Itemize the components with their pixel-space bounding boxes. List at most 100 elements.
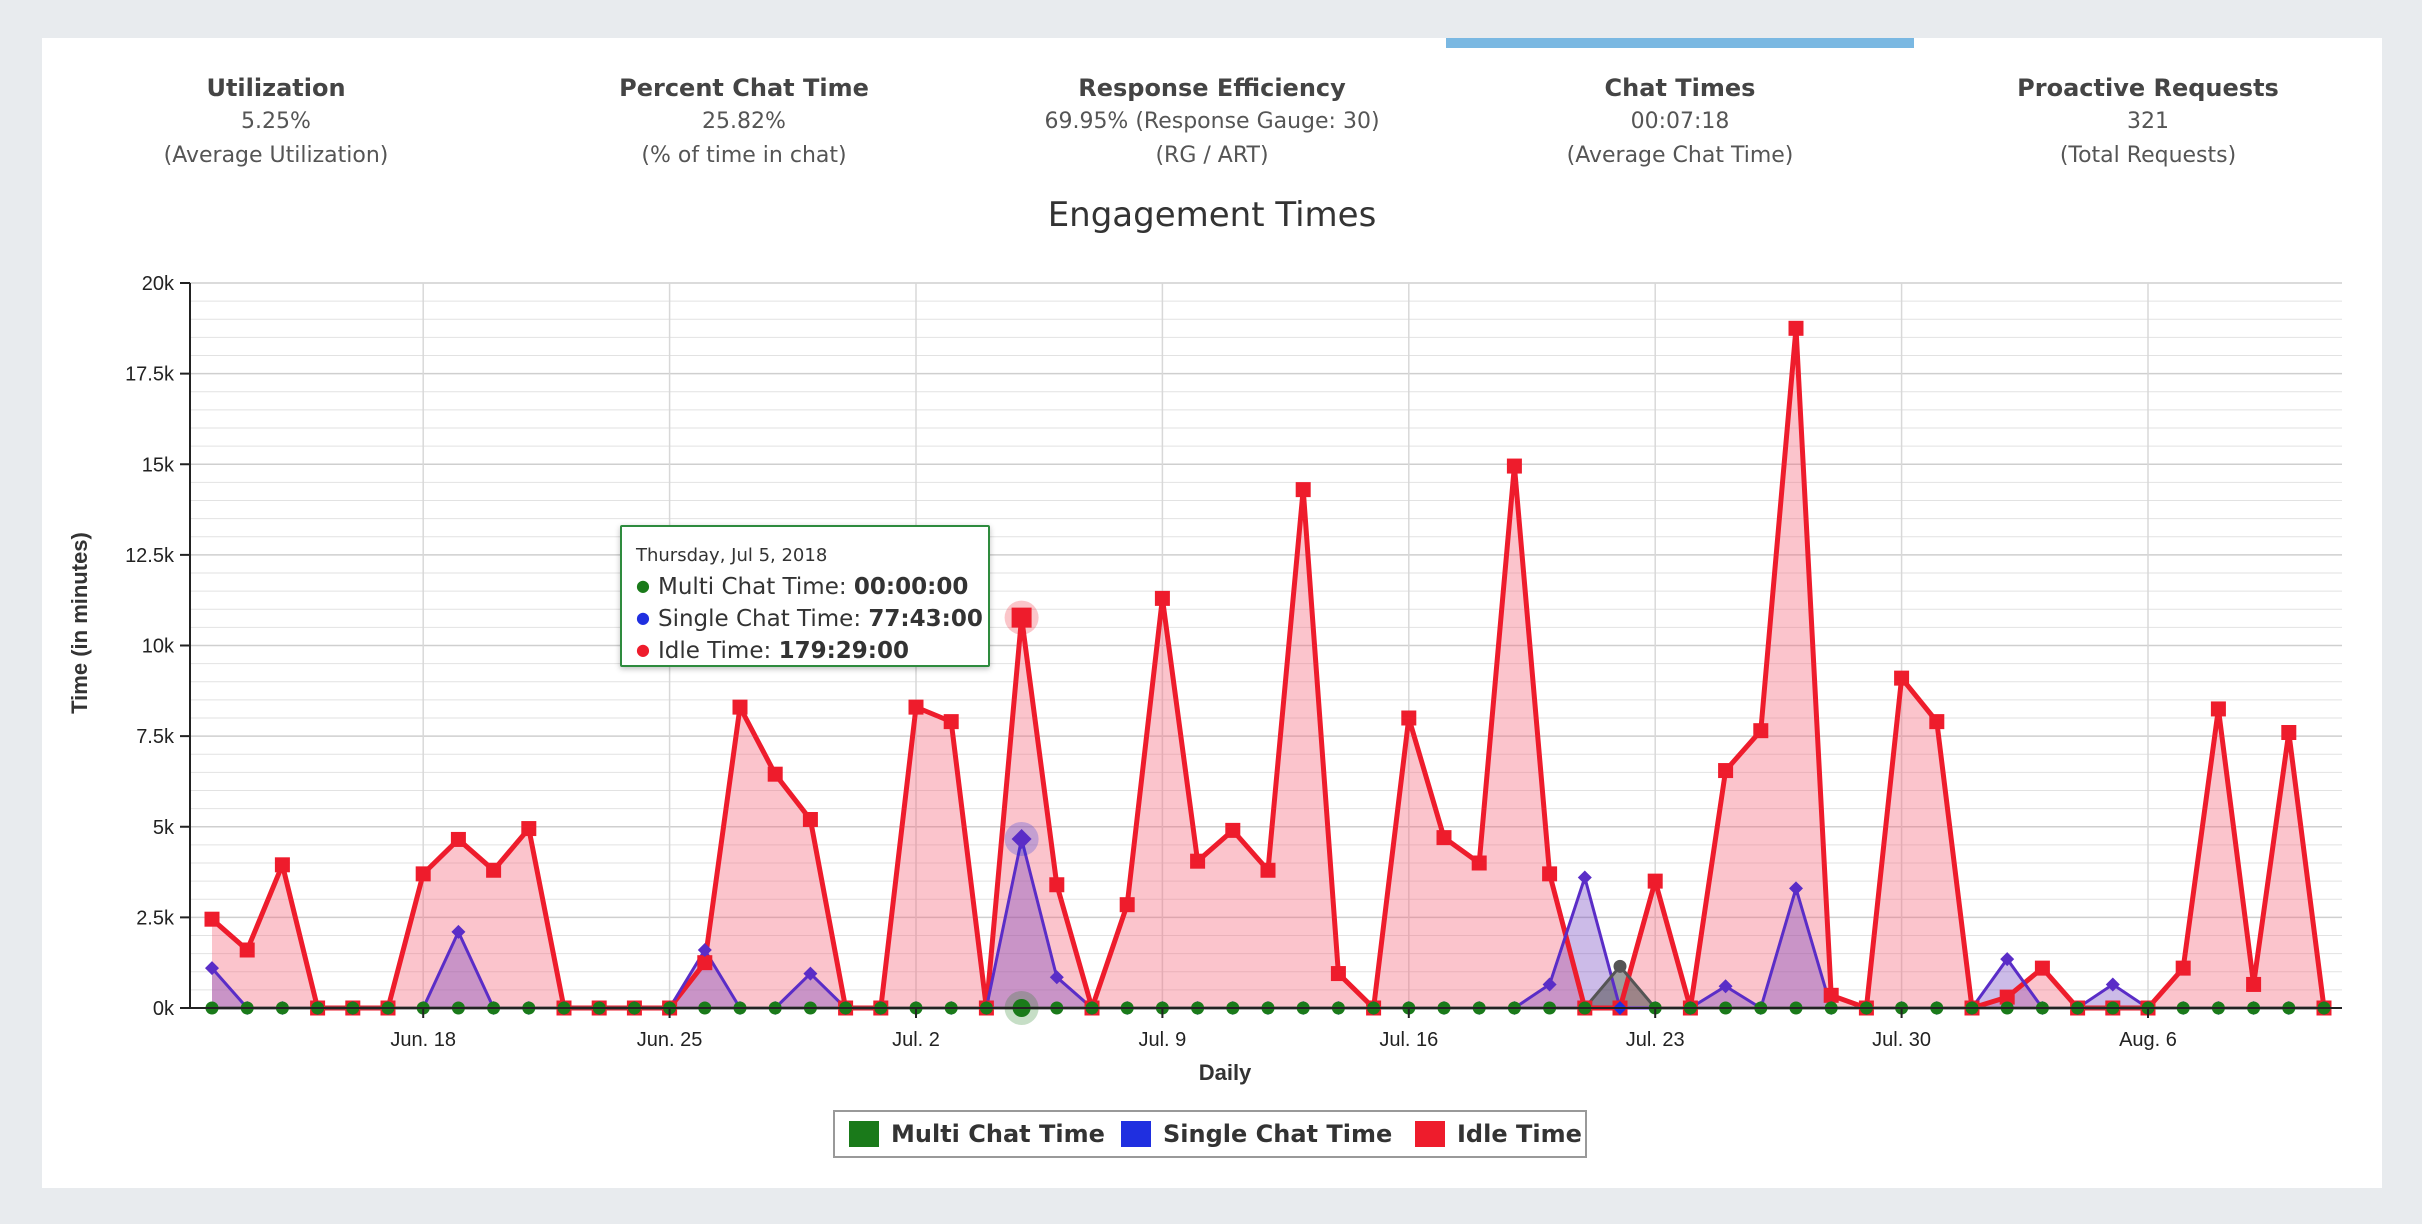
kpi-card-response-efficiency[interactable]: Response Efficiency 69.95% (Response Gaug… <box>978 38 1446 178</box>
point-idle-time[interactable] <box>1471 855 1487 871</box>
kpi-card-utilization[interactable]: Utilization 5.25% (Average Utilization) <box>42 38 510 178</box>
y-tick-label: 20k <box>142 273 175 295</box>
kpi-subtitle: (% of time in chat) <box>641 143 847 168</box>
point-multi-chat-time[interactable] <box>1613 959 1627 973</box>
point-idle-time[interactable] <box>521 821 537 837</box>
point-idle-time[interactable] <box>2210 701 2226 717</box>
kpi-value: 5.25% <box>241 109 311 134</box>
point-idle-time[interactable] <box>2246 976 2262 992</box>
point-idle-time[interactable] <box>1542 866 1558 882</box>
point-single-chat-time[interactable] <box>1542 977 1557 992</box>
point-idle-time[interactable] <box>274 857 290 873</box>
point-idle-time[interactable] <box>239 942 255 958</box>
point-idle-time[interactable] <box>908 699 924 715</box>
point-idle-time[interactable] <box>486 862 502 878</box>
chart-areas <box>212 328 2324 1008</box>
point-idle-time[interactable] <box>2281 725 2297 740</box>
legend-label: Idle Time <box>1457 1120 1582 1148</box>
point-idle-time[interactable] <box>1929 714 1945 730</box>
point-idle-time[interactable] <box>732 699 748 715</box>
point-idle-time[interactable] <box>1999 989 2015 1005</box>
point-single-chat-time[interactable] <box>697 943 712 957</box>
point-idle-time[interactable] <box>1753 723 1769 739</box>
point-idle-time[interactable] <box>1718 763 1734 779</box>
kpi-title: Proactive Requests <box>2017 74 2279 102</box>
point-idle-time[interactable] <box>1154 590 1170 606</box>
kpi-value: 69.95% (Response Gauge: 30) <box>1044 109 1380 134</box>
kpi-title: Percent Chat Time <box>619 74 869 102</box>
point-idle-time[interactable] <box>1506 458 1522 474</box>
point-single-chat-time[interactable] <box>1011 828 1032 849</box>
point-single-chat-time[interactable] <box>205 961 219 976</box>
kpi-title: Response Efficiency <box>1078 74 1346 102</box>
x-axis-title: Daily <box>1199 1060 1252 1085</box>
x-tick-label: Jun. 25 <box>637 1029 703 1051</box>
legend-swatch <box>1121 1121 1151 1147</box>
legend-item-idle-time[interactable]: Idle Time <box>1415 1112 1582 1156</box>
point-idle-time[interactable] <box>802 812 818 827</box>
area-single-chat-time <box>212 838 2324 1008</box>
point-idle-time[interactable] <box>1119 897 1135 913</box>
kpi-card-proactive-requests[interactable]: Proactive Requests 321 (Total Requests) <box>1914 38 2382 178</box>
point-idle-time[interactable] <box>943 714 959 730</box>
point-idle-time[interactable] <box>1788 320 1804 336</box>
point-idle-time[interactable] <box>204 911 220 927</box>
y-tick-label: 12.5k <box>125 545 175 567</box>
legend-swatch <box>1415 1121 1445 1147</box>
y-tick-label: 5k <box>153 817 175 839</box>
point-single-chat-time[interactable] <box>1049 970 1064 985</box>
point-single-chat-time[interactable] <box>1789 881 1803 896</box>
legend-label: Single Chat Time <box>1163 1120 1393 1148</box>
point-idle-time[interactable] <box>1401 710 1417 726</box>
tooltip-row: ● Multi Chat Time: 00:00:00 <box>636 572 988 604</box>
active-tab-indicator <box>1446 38 1914 48</box>
kpi-row: Utilization 5.25% (Average Utilization) Per… <box>42 38 2382 178</box>
point-idle-time[interactable] <box>1647 873 1663 889</box>
point-idle-time[interactable] <box>1823 987 1839 1003</box>
area-idle-time <box>212 328 2324 1008</box>
point-single-chat-time[interactable] <box>1718 979 1733 994</box>
x-tick-label: Aug. 6 <box>2119 1029 2177 1051</box>
point-idle-time[interactable] <box>415 866 431 882</box>
point-idle-time[interactable] <box>2034 960 2050 976</box>
dashboard-panel: Utilization 5.25% (Average Utilization) Per… <box>42 38 2382 1188</box>
legend-label: Multi Chat Time <box>891 1120 1105 1148</box>
point-single-chat-time[interactable] <box>2105 977 2120 992</box>
point-idle-time[interactable] <box>1330 966 1346 982</box>
tooltip-value: 77:43:00 <box>868 606 983 632</box>
point-idle-time[interactable] <box>1049 877 1065 893</box>
point-idle-time[interactable] <box>1295 482 1311 498</box>
kpi-subtitle: (Average Chat Time) <box>1566 143 1794 168</box>
kpi-title: Utilization <box>206 74 346 102</box>
tooltip-date: Thursday, Jul 5, 2018 <box>636 545 828 566</box>
point-idle-time[interactable] <box>1436 830 1452 846</box>
point-idle-time[interactable] <box>697 955 713 971</box>
point-idle-time[interactable] <box>1011 607 1032 628</box>
point-single-chat-time[interactable] <box>2000 952 2015 967</box>
point-single-chat-time[interactable] <box>1577 870 1592 885</box>
legend-item-single-chat-time[interactable]: Single Chat Time <box>1121 1112 1392 1156</box>
point-idle-time[interactable] <box>1190 853 1206 869</box>
point-idle-time[interactable] <box>767 766 783 782</box>
tooltip-label: Single Chat Time: <box>657 606 869 632</box>
point-single-chat-time[interactable] <box>451 924 466 939</box>
kpi-card-chat-times[interactable]: Chat Times 00:07:18 (Average Chat Time) <box>1446 38 1914 178</box>
tooltip-label: Idle Time: <box>657 638 779 664</box>
x-tick-label: Jun. 18 <box>390 1029 456 1051</box>
point-idle-time[interactable] <box>1260 862 1276 878</box>
tooltip-label: Multi Chat Time: <box>657 574 854 600</box>
y-tick-label: 10k <box>142 636 175 658</box>
legend-item-multi-chat-time[interactable]: Multi Chat Time <box>849 1112 1105 1156</box>
point-idle-time[interactable] <box>1894 670 1910 686</box>
point-idle-time[interactable] <box>450 831 466 847</box>
kpi-card-percent-chat-time[interactable]: Percent Chat Time 25.82% (% of time in cha… <box>510 38 978 178</box>
y-tick-label: 2.5k <box>136 907 175 929</box>
chart-tooltip: Thursday, Jul 5, 2018 ● Multi Chat Time: … <box>620 525 990 667</box>
point-idle-time[interactable] <box>2175 960 2191 976</box>
x-tick-label: Jul. 30 <box>1872 1029 1931 1051</box>
x-tick-label: Jul. 23 <box>1626 1029 1685 1051</box>
point-idle-time[interactable] <box>1225 822 1241 838</box>
tooltip-rows: ● Multi Chat Time: 00:00:00 ● Single Chat T… <box>636 572 988 668</box>
point-single-chat-time[interactable] <box>803 966 818 981</box>
y-tick-label: 7.5k <box>136 726 175 748</box>
